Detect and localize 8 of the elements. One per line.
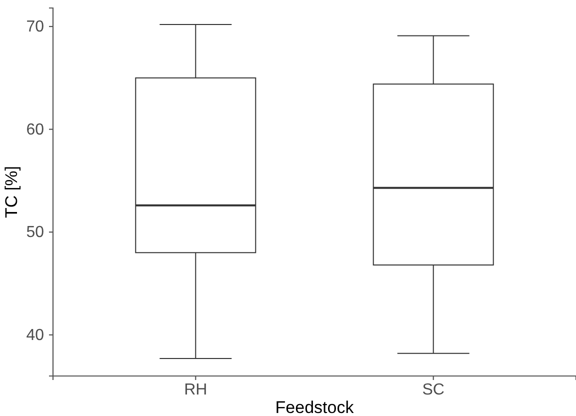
x-axis-title: Feedstock xyxy=(275,398,354,416)
y-tick-label: 70 xyxy=(26,18,44,36)
x-tick-label: RH xyxy=(184,381,208,398)
y-axis-title: TC [%] xyxy=(2,166,21,218)
y-tick-label: 60 xyxy=(26,121,44,138)
y-tick-label: 40 xyxy=(26,327,44,344)
y-tick-label: 50 xyxy=(26,224,44,242)
x-tick-label: SC xyxy=(422,381,444,398)
